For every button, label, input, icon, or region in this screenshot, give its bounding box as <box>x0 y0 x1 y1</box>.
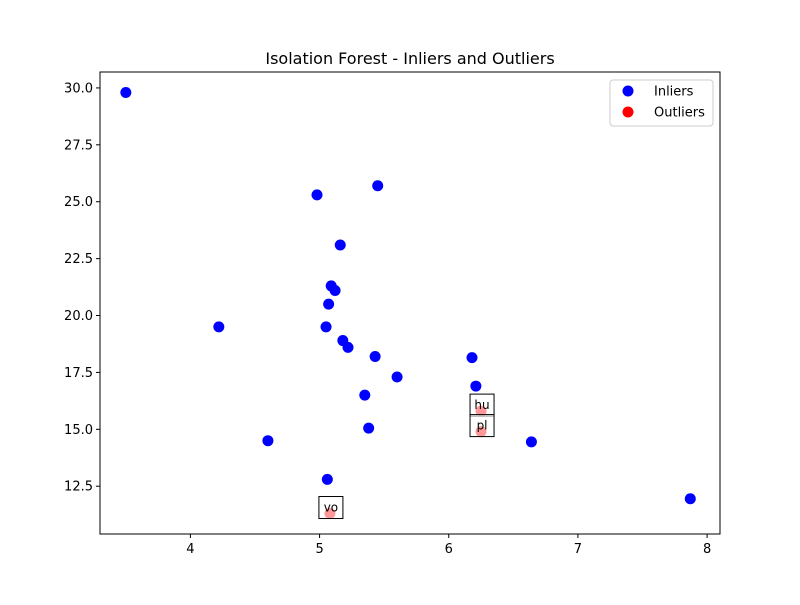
outlier-label: vo <box>324 501 338 515</box>
legend-marker <box>622 85 634 97</box>
legend: Inliers Outliers <box>609 79 714 127</box>
inlier-point <box>323 298 335 310</box>
inlier-point <box>684 493 696 505</box>
y-tick-label: 30.0 <box>64 81 93 96</box>
x-tick-label: 4 <box>186 542 194 557</box>
inlier-point <box>213 321 225 333</box>
y-tick-label: 12.5 <box>64 480 93 495</box>
inlier-point <box>369 350 381 362</box>
legend-marker <box>622 106 634 118</box>
outlier-label: hu <box>474 398 489 412</box>
legend-frame <box>609 79 714 127</box>
inlier-point <box>329 284 341 296</box>
chart-title: Isolation Forest - Inliers and Outliers <box>265 49 554 68</box>
inlier-point <box>262 435 274 447</box>
x-axis: 4 5 6 7 8 <box>186 534 711 557</box>
legend-label: Inliers <box>654 85 694 100</box>
y-tick-label: 25.0 <box>64 195 93 210</box>
x-tick-label: 6 <box>445 542 453 557</box>
inlier-point <box>342 341 354 353</box>
inlier-point <box>363 422 375 434</box>
x-tick-label: 8 <box>703 542 711 557</box>
inlier-point <box>372 180 384 192</box>
points-layer <box>120 86 696 520</box>
outlier-labels-layer: hu pl vo <box>318 393 495 520</box>
inlier-point <box>525 436 537 448</box>
inlier-point <box>470 380 482 392</box>
inlier-point <box>320 321 332 333</box>
y-tick-label: 17.5 <box>64 366 93 381</box>
inlier-point <box>321 473 333 485</box>
y-tick-label: 15.0 <box>64 423 93 438</box>
outlier-label-box <box>469 414 495 438</box>
x-tick-label: 5 <box>315 542 323 557</box>
x-tick-label: 7 <box>574 542 582 557</box>
inlier-point <box>311 189 323 201</box>
y-tick-label: 20.0 <box>64 309 93 324</box>
inlier-point <box>334 239 346 251</box>
outlier-label-box <box>318 496 344 520</box>
inlier-point <box>466 352 478 364</box>
inlier-point <box>120 86 132 98</box>
outlier-label: pl <box>477 419 488 433</box>
inlier-point <box>359 389 371 401</box>
y-axis: 12.5 15.0 17.5 20.0 22.5 25.0 27.5 30.0 <box>64 81 100 495</box>
y-tick-label: 22.5 <box>64 252 93 267</box>
plot-frame <box>99 71 721 535</box>
inlier-point <box>391 371 403 383</box>
y-tick-label: 27.5 <box>64 138 93 153</box>
legend-label: Outliers <box>654 106 705 121</box>
